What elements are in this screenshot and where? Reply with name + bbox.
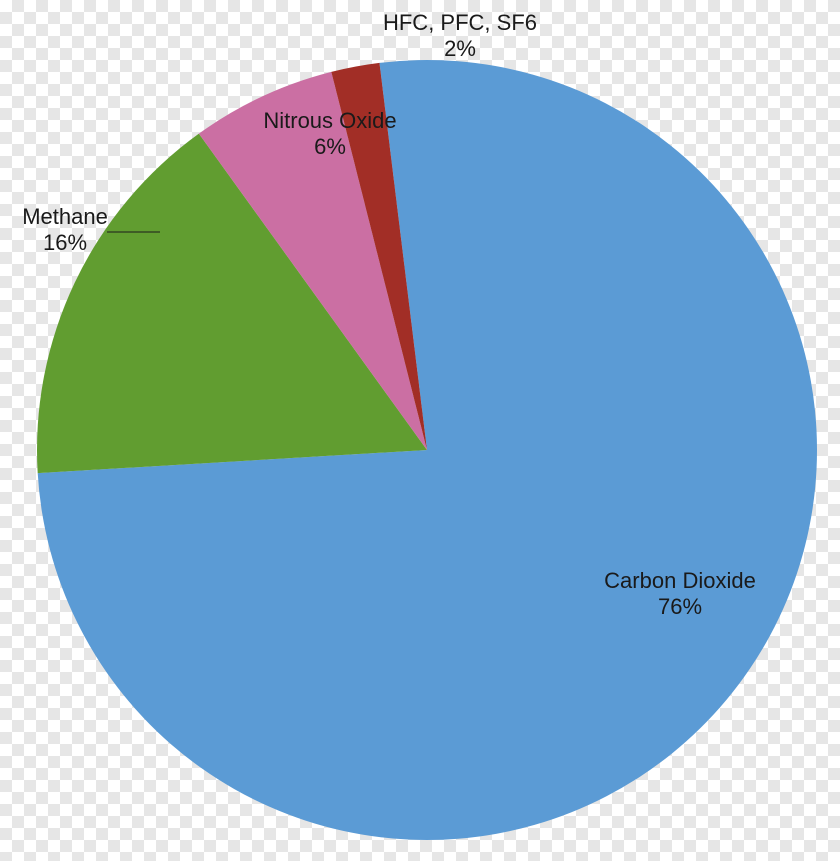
slice-label-name: HFC, PFC, SF6: [383, 10, 537, 35]
pie-chart: Carbon Dioxide76% Methane16% Nitrous Oxide…: [0, 0, 840, 861]
slice-label-pct: 76%: [658, 594, 702, 619]
pie-slices: [37, 60, 817, 840]
slice-label-pct: 2%: [444, 36, 476, 61]
slice-label-pct: 6%: [314, 134, 346, 159]
slice-label-name: Nitrous Oxide: [263, 108, 396, 133]
slice-label-name: Methane: [22, 204, 108, 229]
slice-label-name: Carbon Dioxide: [604, 568, 756, 593]
slice-label-pct: 16%: [43, 230, 87, 255]
